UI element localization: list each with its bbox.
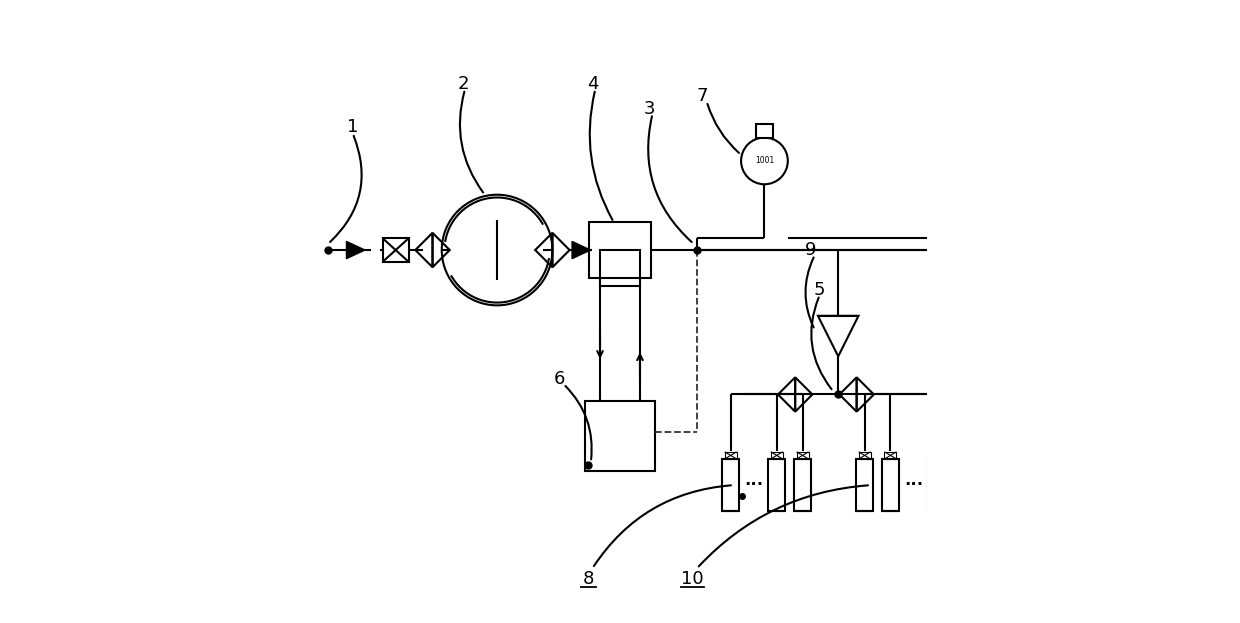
- Text: 7: 7: [696, 87, 708, 105]
- Text: 1: 1: [347, 118, 358, 136]
- Text: 8: 8: [583, 570, 594, 588]
- FancyArrowPatch shape: [460, 92, 484, 193]
- FancyArrowPatch shape: [565, 386, 591, 459]
- Text: 2: 2: [458, 75, 469, 93]
- Polygon shape: [346, 242, 365, 259]
- Text: 1001: 1001: [755, 156, 774, 166]
- Circle shape: [742, 138, 787, 184]
- Text: 9: 9: [805, 241, 816, 259]
- Text: 10: 10: [681, 570, 703, 588]
- FancyArrowPatch shape: [594, 485, 730, 566]
- Text: 5: 5: [813, 281, 826, 299]
- FancyArrowPatch shape: [806, 257, 813, 328]
- FancyArrowPatch shape: [811, 297, 832, 389]
- Text: 6: 6: [554, 370, 565, 388]
- FancyArrowPatch shape: [649, 117, 692, 242]
- Polygon shape: [572, 242, 590, 259]
- Text: 3: 3: [644, 100, 655, 118]
- FancyArrowPatch shape: [590, 92, 613, 220]
- Polygon shape: [756, 124, 773, 138]
- FancyArrowPatch shape: [708, 104, 739, 153]
- FancyArrowPatch shape: [698, 485, 868, 566]
- FancyArrowPatch shape: [330, 136, 362, 242]
- Text: ...: ...: [744, 471, 764, 489]
- Text: 4: 4: [587, 75, 598, 93]
- Text: ...: ...: [904, 471, 923, 489]
